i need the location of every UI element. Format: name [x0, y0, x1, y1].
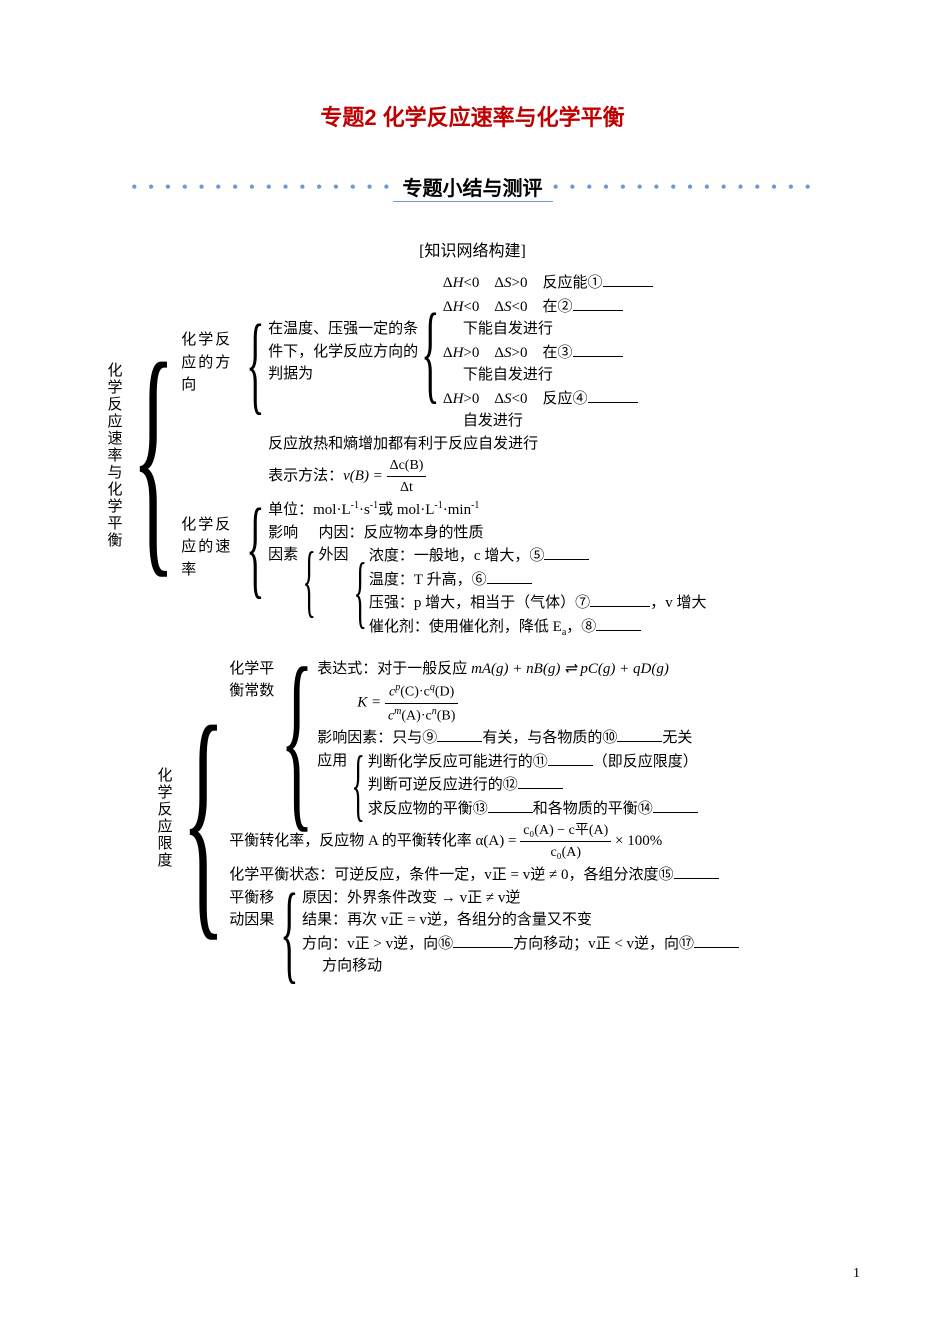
brace-icon: { — [352, 750, 365, 821]
page-number: 1 — [853, 1266, 860, 1282]
rate-unit: 单位：mol·L-1·s-1或 mol·L-1·min-1 — [268, 498, 706, 522]
app-1: 判断化学反应可能进行的⑪（即反应限度） — [368, 750, 698, 774]
const-expr: 表达式：对于一般反应 mA(g) + nB(g) ⇌ pC(g) + qD(g) — [317, 658, 697, 681]
page-title: 专题2 化学反应速率与化学平衡 — [90, 100, 855, 132]
app-3: 求反应物的平衡⑬和各物质的平衡⑭ — [368, 797, 698, 821]
brace-icon: { — [353, 544, 366, 640]
shift-cause: 原因：外界条件改变 → v正 ≠ v逆 — [302, 887, 739, 910]
outer-4: 催化剂：使用催化剂，降低 Ea，⑧ — [369, 615, 707, 640]
case-3-tail: 下能自发进行 — [443, 364, 653, 387]
const-factors: 影响因素：只与⑨有关，与各物质的⑩无关 — [317, 726, 697, 750]
case-4-tail: 自发进行 — [443, 410, 653, 433]
outer-label: 外因 — [319, 544, 351, 640]
direction-label: 化学反应的方向 — [179, 271, 243, 455]
apps-label: 应用 — [317, 750, 349, 821]
section-title: 专题小结与测评 — [393, 172, 553, 202]
section-header: • • • • • • • • • • • • • • • • 专题小结与测评 … — [90, 172, 855, 202]
shift-result: 结果：再次 v正 = v逆，各组分的含量又不变 — [302, 909, 739, 932]
outer-1: 浓度：一般地，c 增大，⑤ — [369, 544, 707, 568]
diagram-top: 化学反应速率与化学平衡 { 化学反应的方向 { 在温度、压强一定的条件下，化学反… — [100, 271, 855, 640]
brace-icon: { — [280, 887, 298, 978]
shift-dir: 方向：v正 > v逆，向⑯方向移动；v正 < v逆，向⑰ — [302, 932, 739, 956]
brace-icon: { — [421, 271, 439, 433]
brace-icon: { — [246, 271, 264, 455]
brace-icon: { — [280, 658, 314, 821]
case-4: ΔH>0 ΔS<0 反应④ — [443, 387, 653, 411]
brace-icon: { — [181, 658, 225, 978]
diagram-bottom: 化学反应限度 { 化学平衡常数 { 表达式：对于一般反应 mA(g) + nB(… — [150, 658, 855, 978]
case-2: ΔH<0 ΔS<0 在② — [443, 295, 653, 319]
limit-label: 化学反应限度 — [150, 658, 177, 978]
dots-left: • • • • • • • • • • • • • • • • — [131, 177, 392, 198]
factors-label: 影响因素 — [268, 522, 300, 640]
rate-label: 化学反应的速率 — [179, 455, 243, 640]
direction-intro: 在温度、压强一定的条件下，化学反应方向的判据为 — [268, 271, 418, 433]
outer-3: 压强：p 增大，相当于（气体）⑦，v 增大 — [369, 591, 707, 615]
direction-note: 反应放热和熵增加都有利于反应自发进行 — [268, 433, 652, 456]
shift-label: 平衡移动因果 — [229, 887, 277, 978]
inner-factor: 内因：反应物本身的性质 — [319, 522, 707, 545]
app-2: 判断可逆反应进行的⑫ — [368, 773, 698, 797]
outer-2: 温度：T 升高，⑥ — [369, 568, 707, 592]
case-3: ΔH>0 ΔS>0 在③ — [443, 341, 653, 365]
const-k: K = cp(C)·cq(D) cm(A)·cn(B) — [317, 680, 697, 726]
const-label: 化学平衡常数 — [229, 658, 277, 821]
brace-icon: { — [131, 271, 175, 640]
case-1: ΔH<0 ΔS>0 反应能① — [443, 271, 653, 295]
state: 化学平衡状态：可逆反应，条件一定，v正 = v逆 ≠ 0，各组分浓度⑮ — [229, 863, 739, 887]
case-2-tail: 下能自发进行 — [443, 318, 653, 341]
dots-right: • • • • • • • • • • • • • • • • — [553, 177, 814, 198]
brace-icon: { — [303, 522, 316, 640]
subtitle: [知识网络构建] — [90, 237, 855, 261]
brace-icon: { — [246, 455, 264, 640]
shift-dir-tail: 方向移动 — [302, 955, 739, 978]
root-label: 化学反应速率与化学平衡 — [100, 271, 127, 640]
rate-expr: 表示方法：v(B) = Δc(B)Δt — [268, 455, 706, 498]
